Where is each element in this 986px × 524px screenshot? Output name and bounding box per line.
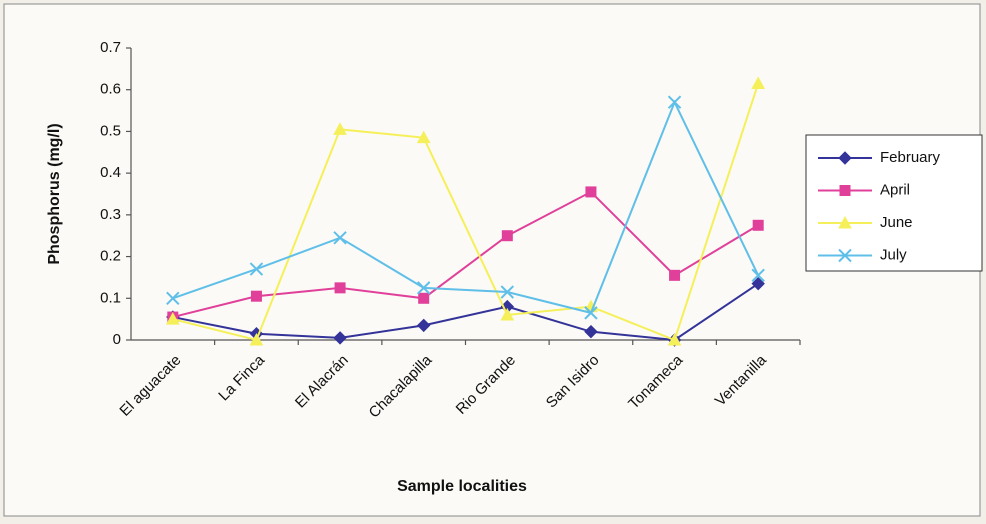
data-point: [416, 318, 431, 333]
data-point: [249, 332, 264, 346]
data-point: [416, 130, 431, 144]
data-point: [584, 306, 598, 320]
legend-marker: [838, 215, 852, 229]
legend-label: June: [880, 214, 913, 231]
data-point: [751, 268, 765, 283]
legend-label: February: [880, 149, 941, 166]
data-point: [667, 95, 682, 109]
y-axis-label: Phosphorus (mg/l): [46, 123, 63, 264]
data-point: [500, 285, 515, 299]
legend-label: April: [880, 181, 910, 198]
data-point: [751, 76, 766, 89]
y-tick-label: 0.3: [100, 206, 121, 223]
data-point: [333, 122, 347, 135]
series-line: [172, 190, 759, 319]
data-point: [165, 312, 180, 325]
data-point: [333, 231, 347, 245]
data-point: [333, 331, 347, 345]
data-point: [334, 282, 346, 294]
data-point: [501, 230, 513, 242]
data-point: [669, 269, 681, 281]
legend-marker: [839, 185, 851, 196]
y-tick-label: 0.2: [100, 248, 121, 265]
series-line: [172, 83, 760, 342]
data-point: [166, 291, 180, 305]
data-point: [751, 276, 765, 291]
data-point: [249, 262, 264, 276]
data-point: [585, 186, 597, 198]
series-line: [172, 99, 760, 315]
data-point: [418, 292, 430, 304]
y-tick-label: 0.5: [100, 122, 121, 139]
y-tick-label: 0.7: [100, 39, 121, 56]
data-point: [250, 290, 262, 302]
data-point: [500, 307, 515, 321]
data-point: [667, 332, 682, 346]
data-point: [416, 281, 431, 295]
data-point: [752, 219, 764, 231]
y-tick-label: 0.6: [100, 81, 121, 98]
y-tick-label: 0: [113, 331, 121, 348]
legend-label: July: [880, 246, 907, 263]
series-line: [172, 282, 759, 342]
legend-marker: [838, 248, 852, 263]
x-axis-label: Sample localities: [397, 478, 527, 495]
y-tick-label: 0.1: [100, 289, 121, 306]
legend-marker: [838, 151, 852, 165]
y-tick-label: 0.4: [100, 164, 121, 181]
data-point: [584, 324, 598, 339]
